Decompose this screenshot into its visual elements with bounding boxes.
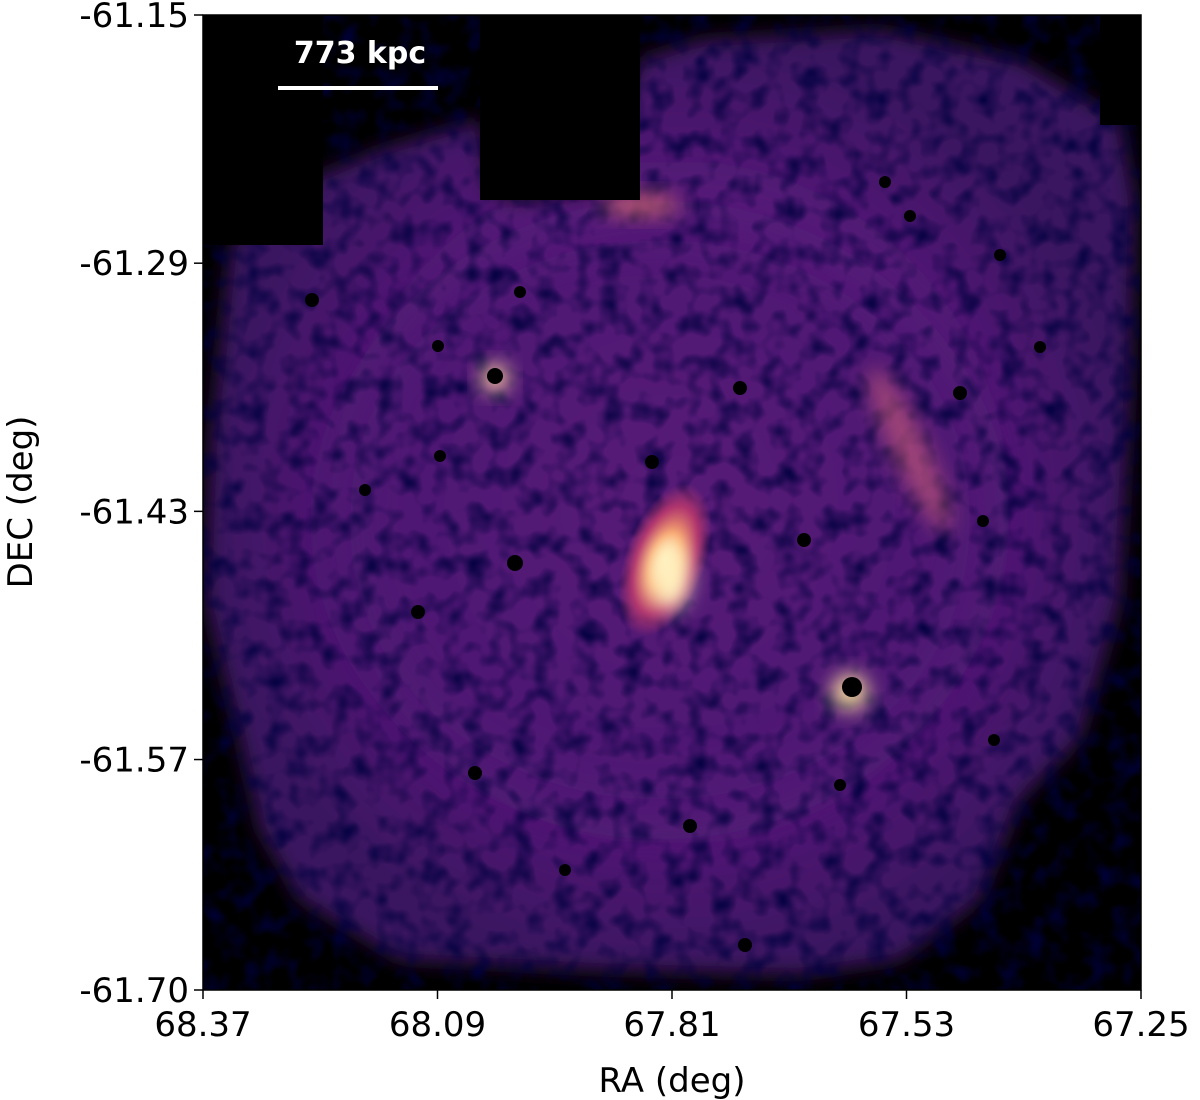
y-tick-label: -61.70 <box>79 971 189 1011</box>
x-tick-label: 68.37 <box>154 1005 251 1045</box>
x-axis-label: RA (deg) <box>599 1061 746 1100</box>
y-tick-label: -61.57 <box>79 741 189 781</box>
y-tick-label: -61.15 <box>79 0 189 36</box>
x-tick-label: 67.81 <box>623 1005 720 1045</box>
x-tick-label: 68.09 <box>389 1005 486 1045</box>
y-tick-label: -61.43 <box>79 492 189 532</box>
x-tick-label: 67.53 <box>858 1005 955 1045</box>
scale-label: 773 kpc <box>294 36 426 71</box>
x-tick-label: 67.25 <box>1092 1005 1189 1045</box>
sky-image <box>203 15 1141 990</box>
y-axis-label: DEC (deg) <box>1 416 41 589</box>
y-tick-label: -61.29 <box>79 244 189 284</box>
